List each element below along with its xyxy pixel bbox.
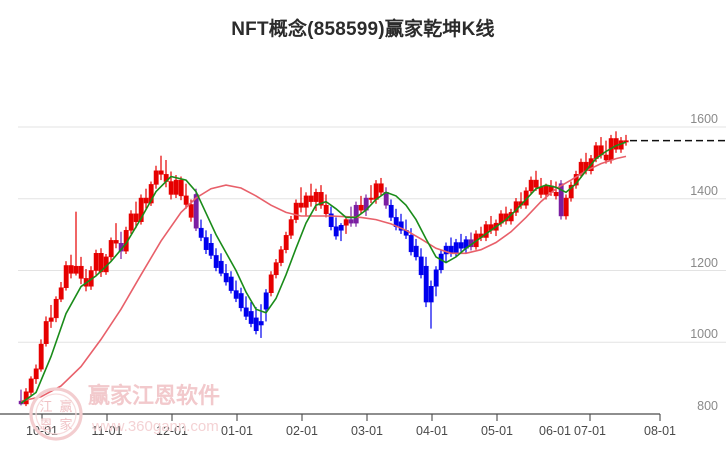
x-axis-tick-10-01: 10-01 <box>26 424 58 438</box>
x-axis-tick-05-01: 05-01 <box>481 424 513 438</box>
y-axis-tick-1600: 1600 <box>690 112 718 126</box>
x-axis-tick-08-01: 08-01 <box>644 424 676 438</box>
ma-short-line <box>20 141 627 404</box>
candlestick-group <box>18 131 629 407</box>
x-axis-tick-04-01: 04-01 <box>416 424 448 438</box>
x-axis-tick-01-01: 01-01 <box>221 424 253 438</box>
y-axis-tick-1200: 1200 <box>690 255 718 270</box>
x-axis-tick-06-01: 06-01 <box>539 424 571 438</box>
x-axis-tick-03-01: 03-01 <box>351 424 383 438</box>
page-title: NFT概念(858599)赢家乾坤K线 <box>231 19 495 40</box>
x-axis-tick-07-01: 07-01 <box>574 424 606 438</box>
x-axis-tick-11-01: 11-01 <box>91 424 123 438</box>
y-axis-tick-1400: 1400 <box>690 183 718 198</box>
y-axis-tick-800: 800 <box>697 399 718 413</box>
x-axis-tick-02-01: 02-01 <box>286 424 318 438</box>
xtick-group <box>41 414 661 421</box>
y-axis-tick-1000: 1000 <box>690 327 718 342</box>
x-axis-tick-12-01: 12-01 <box>156 424 188 438</box>
